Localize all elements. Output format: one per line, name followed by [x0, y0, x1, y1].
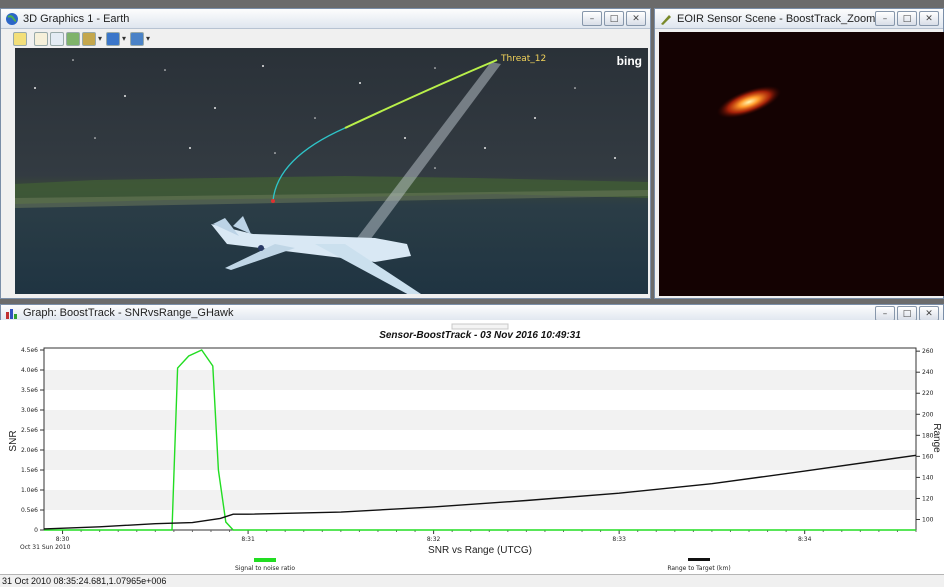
x-axis-label: SNR vs Range (UTCG): [428, 545, 532, 556]
y-axis-label: SNR: [8, 430, 19, 451]
bar-chart-icon: [6, 309, 17, 319]
graph-area[interactable]: Sensor-BoostTrack - 03 Nov 2016 10:49:31…: [0, 320, 944, 574]
y-tick-label: 4.5e6: [21, 347, 38, 354]
y2-tick-label: 100: [922, 516, 934, 523]
3d-scene: [15, 59, 648, 294]
globe-icon: [6, 12, 18, 25]
legend-swatch-snr: [254, 558, 276, 562]
close-button[interactable]: ✕: [626, 11, 646, 26]
legend-label-snr: Signal to noise ratio: [235, 565, 295, 572]
close-button[interactable]: ✕: [919, 306, 939, 321]
y2-tick-label: 260: [922, 348, 934, 355]
aircraft-model: [211, 216, 421, 294]
sensor-beam: [357, 62, 501, 244]
y2-tick-label: 200: [922, 411, 934, 418]
y2-tick-label: 180: [922, 432, 934, 439]
eoir-sensor-view[interactable]: [659, 32, 944, 296]
window-eoir-title: EOIR Sensor Scene - BoostTrack_ZoomIn: [677, 12, 885, 25]
window-3d-titlebar[interactable]: 3D Graphics 1 - Earth – □ ✕: [1, 9, 650, 29]
grid-band: [44, 450, 916, 470]
close-button[interactable]: ✕: [919, 11, 939, 26]
y-tick-label: 1.5e6: [21, 467, 38, 474]
y-tick-label: 3.0e6: [21, 407, 38, 414]
y2-tick-label: 240: [922, 369, 934, 376]
y-tick-label: 0: [34, 527, 38, 534]
legend-drag-handle[interactable]: [451, 323, 509, 330]
maximize-button[interactable]: □: [897, 306, 917, 321]
y2-axis-label: Range: [931, 423, 942, 453]
trajectory-upper: [344, 59, 498, 129]
maximize-button[interactable]: □: [897, 11, 917, 26]
y2-tick-label: 120: [922, 495, 934, 502]
y-tick-label: 3.5e6: [21, 387, 38, 394]
grid-band: [44, 490, 916, 510]
series-line-0: [44, 349, 916, 531]
y2-tick-label: 220: [922, 390, 934, 397]
snr-range-chart: Sensor-BoostTrack - 03 Nov 2016 10:49:31…: [8, 323, 942, 572]
grid-band: [44, 410, 916, 430]
threat-label: Threat_12: [501, 54, 547, 64]
chevron-down-icon[interactable]: ▾: [98, 34, 103, 43]
y-tick-label: 2.0e6: [21, 447, 38, 454]
y-tick-label: 2.5e6: [21, 427, 38, 434]
x-tick-label: 8:32: [427, 536, 441, 543]
x-date-label: Oct 31 Sun 2010: [20, 544, 71, 551]
chevron-down-icon[interactable]: ▾: [146, 34, 151, 43]
y2-tick-label: 160: [922, 453, 934, 460]
3d-viewport[interactable]: bing Threat_12: [15, 48, 648, 294]
x-tick-label: 8:34: [798, 536, 812, 543]
y-tick-label: 0.5e6: [21, 507, 38, 514]
window-graph-title: Graph: BoostTrack - SNRvsRange_GHawk: [23, 307, 234, 319]
minimize-button[interactable]: –: [582, 11, 602, 26]
save-image-icon[interactable]: [130, 32, 144, 46]
ir-target-image: [716, 85, 782, 119]
zoom-icon[interactable]: [50, 32, 64, 46]
x-tick-label: 8:30: [56, 536, 70, 543]
globe-tool-icon[interactable]: [106, 32, 120, 46]
y2-tick-label: 140: [922, 474, 934, 481]
sensor-icon: [661, 14, 671, 25]
stars: [34, 59, 616, 169]
minimize-button[interactable]: –: [875, 11, 895, 26]
picture-icon[interactable]: [82, 32, 96, 46]
legend-swatch-range: [688, 558, 710, 561]
maximize-button[interactable]: □: [604, 11, 624, 26]
view-icon[interactable]: [66, 32, 80, 46]
toolbar-3d: ▾ ▾ ▾: [13, 30, 152, 48]
launch-point: [271, 199, 275, 203]
chart-title: Sensor-BoostTrack - 03 Nov 2016 10:49:31: [379, 330, 581, 341]
x-tick-label: 8:31: [241, 536, 255, 543]
status-text: 31 Oct 2010 08:35:24.681,1.07965e+006: [2, 576, 167, 586]
series-line-1: [43, 454, 917, 530]
y-tick-label: 4.0e6: [21, 367, 38, 374]
window-3d-title: 3D Graphics 1 - Earth: [23, 12, 130, 25]
chevron-down-icon[interactable]: ▾: [122, 34, 127, 43]
x-tick-label: 8:33: [612, 536, 626, 543]
minimize-button[interactable]: –: [875, 306, 895, 321]
trajectory-lower: [272, 127, 346, 202]
hand-icon[interactable]: [34, 32, 48, 46]
y-tick-label: 1.0e6: [21, 487, 38, 494]
layers-icon[interactable]: [13, 32, 27, 46]
ir-hotspot: [716, 85, 782, 119]
window-eoir-titlebar[interactable]: EOIR Sensor Scene - BoostTrack_ZoomIn – …: [655, 9, 943, 29]
legend-label-range: Range to Target (km): [667, 565, 730, 572]
bing-logo: bing: [616, 54, 642, 68]
status-bar: 31 Oct 2010 08:35:24.681,1.07965e+006: [0, 574, 944, 587]
grid-band: [44, 370, 916, 390]
